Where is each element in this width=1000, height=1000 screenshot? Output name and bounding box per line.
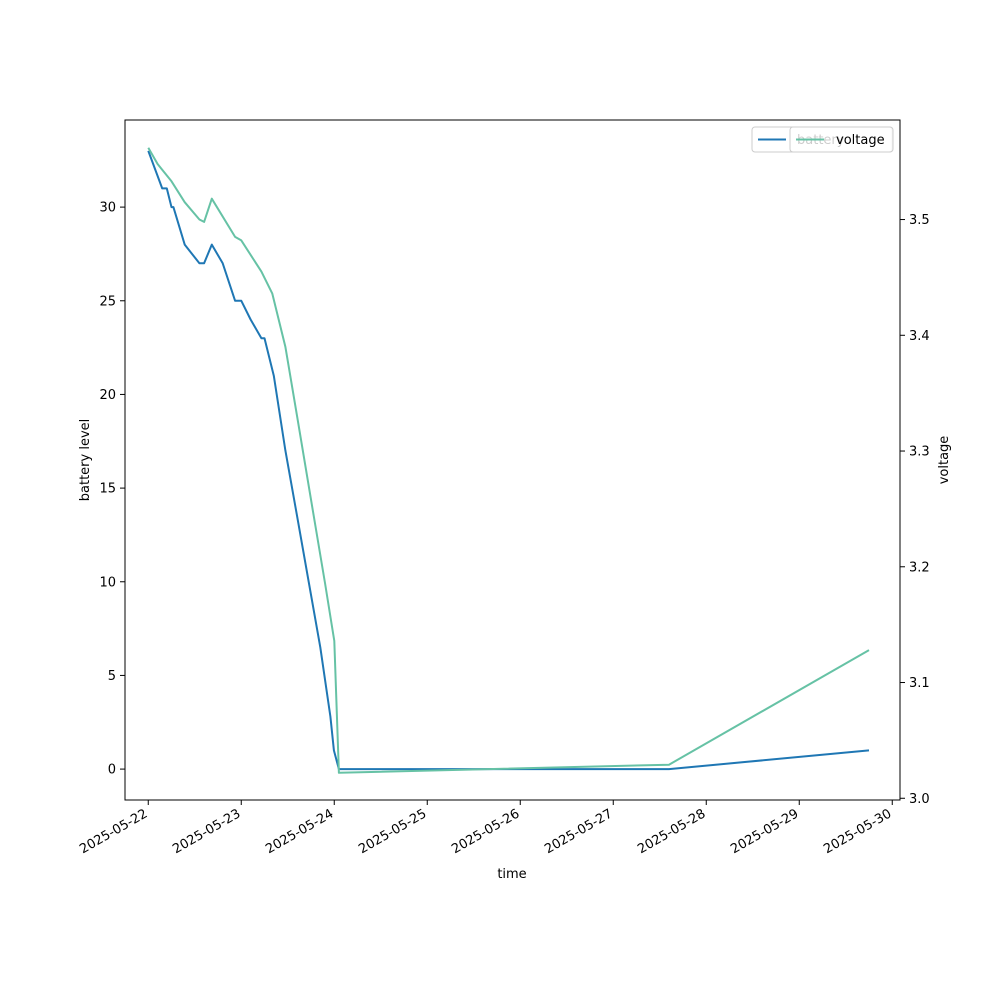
y2-tick-label: 3.1 xyxy=(909,676,930,691)
x-tick-label: 2025-05-28 xyxy=(635,806,708,857)
x-tick-label: 2025-05-22 xyxy=(77,806,150,857)
series-lines xyxy=(147,147,870,774)
y-tick-label: 15 xyxy=(99,482,116,497)
y-tick-label: 20 xyxy=(99,388,116,403)
y-tick-label: 5 xyxy=(108,669,116,684)
plot-frame xyxy=(124,119,901,801)
y-tick-label: 25 xyxy=(99,294,116,309)
legend-label-voltage: voltage xyxy=(836,133,885,148)
x-tick-label: 2025-05-23 xyxy=(170,806,243,857)
y-axis-label: battery level xyxy=(78,419,93,502)
y-tick-label: 0 xyxy=(108,763,116,778)
axes: 2025-05-22 2025-05-23 2025-05-24 2025-05-25… xyxy=(77,119,930,857)
y2-tick-label: 3.3 xyxy=(909,445,930,460)
x-tick-label: 2025-05-26 xyxy=(449,806,522,857)
series-line-voltage xyxy=(147,147,870,774)
x-tick-label: 2025-05-25 xyxy=(356,806,429,857)
x-tick-label: 2025-05-24 xyxy=(263,806,336,857)
x-axis-label: time xyxy=(497,867,526,882)
x-tick-label: 2025-05-27 xyxy=(542,806,615,857)
legend-box-voltage xyxy=(789,126,894,153)
y-tick-label: 30 xyxy=(99,201,116,216)
y2-tick-label: 3.4 xyxy=(909,329,930,344)
y2-axis-label: voltage xyxy=(937,436,952,485)
y-tick-label: 10 xyxy=(99,575,116,590)
y2-tick-label: 3.5 xyxy=(909,213,930,228)
x-tick-label: 2025-05-29 xyxy=(728,806,801,857)
y2-tick-label: 3.0 xyxy=(909,792,930,807)
x-tick-label: 2025-05-30 xyxy=(821,806,894,857)
legend: batteryvoltage xyxy=(751,126,894,153)
y2-tick-label: 3.2 xyxy=(909,560,930,575)
series-line-battery xyxy=(147,150,870,771)
